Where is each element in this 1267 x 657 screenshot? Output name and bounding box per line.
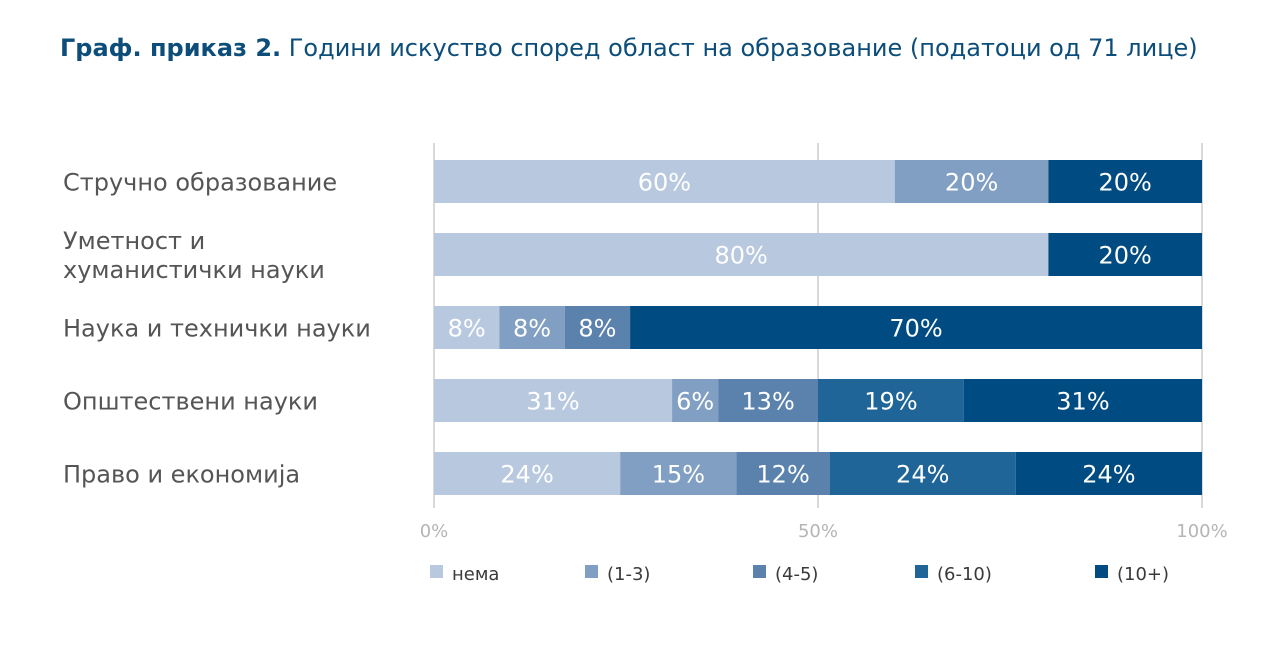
bar-segment bbox=[672, 379, 719, 422]
x-tick-label: 0% bbox=[420, 521, 449, 542]
bar-segment bbox=[829, 452, 1016, 495]
legend-swatch bbox=[915, 565, 928, 578]
data-label: 8% bbox=[448, 315, 486, 343]
data-label: 8% bbox=[513, 315, 551, 343]
category-label: Право и економија bbox=[63, 461, 300, 489]
category-label: Уметност и bbox=[63, 227, 205, 255]
bar-segment bbox=[434, 379, 673, 422]
data-label: 31% bbox=[526, 388, 579, 416]
bar-segment bbox=[718, 379, 818, 422]
bar-segment bbox=[434, 306, 500, 349]
data-label: 20% bbox=[945, 169, 998, 197]
bar-segment bbox=[564, 306, 631, 349]
chart-title: Граф. приказ 2. Години искуство според о… bbox=[60, 34, 1260, 62]
bar-segment bbox=[434, 233, 1049, 276]
data-label: 70% bbox=[889, 315, 942, 343]
bar-segment bbox=[818, 379, 964, 422]
legend: нема (1-3) (4-5) (6-10) (10+) bbox=[430, 564, 1169, 585]
bar-segment bbox=[1048, 160, 1202, 203]
data-label: 60% bbox=[638, 169, 691, 197]
bar-segment bbox=[894, 160, 1049, 203]
x-tick-label: 50% bbox=[798, 521, 838, 542]
legend-swatch bbox=[1095, 565, 1108, 578]
legend-label: нема bbox=[452, 564, 499, 585]
category-label: Општествени науки bbox=[63, 388, 318, 416]
bar-segment bbox=[434, 452, 621, 495]
x-axis-ticks: 0% 50% 100% bbox=[420, 521, 1228, 542]
bar-segment bbox=[1048, 233, 1202, 276]
legend-label: (1-3) bbox=[607, 564, 650, 585]
bar-segment bbox=[1015, 452, 1202, 495]
bar-segment bbox=[499, 306, 565, 349]
legend-swatch bbox=[430, 565, 443, 578]
legend-label: (4-5) bbox=[775, 564, 818, 585]
data-label: 12% bbox=[756, 461, 809, 489]
bar-segment bbox=[434, 160, 895, 203]
chart-title-text: Години искуство според област на образов… bbox=[288, 34, 1198, 62]
bar-segment bbox=[963, 379, 1202, 422]
legend-swatch bbox=[585, 565, 598, 578]
data-label: 20% bbox=[1099, 169, 1152, 197]
legend-swatch bbox=[753, 565, 766, 578]
bar-segment bbox=[736, 452, 830, 495]
data-label: 13% bbox=[741, 388, 794, 416]
data-label: 8% bbox=[578, 315, 616, 343]
legend-label: (6-10) bbox=[937, 564, 992, 585]
category-label: Наука и технички науки bbox=[63, 315, 371, 343]
data-label: 80% bbox=[715, 242, 768, 270]
data-label: 24% bbox=[500, 461, 553, 489]
data-label: 19% bbox=[864, 388, 917, 416]
bar-segment bbox=[620, 452, 737, 495]
chart-title-lead: Граф. приказ 2. bbox=[60, 34, 282, 62]
data-label: 24% bbox=[896, 461, 949, 489]
x-tick-label: 100% bbox=[1176, 521, 1227, 542]
category-label: Стручно образование bbox=[63, 169, 337, 197]
bars: 60% 20% 20% 80% 20% 8% 8% 8% 70% 31% 6% 13% 19% 31% 24… bbox=[434, 160, 1202, 495]
category-labels: Стручно образование Уметност ихуманистичк… bbox=[63, 169, 371, 489]
data-label: 6% bbox=[676, 388, 714, 416]
category-label: хуманистички науки bbox=[63, 256, 325, 284]
data-label: 15% bbox=[652, 461, 705, 489]
data-label: 20% bbox=[1099, 242, 1152, 270]
data-label: 24% bbox=[1082, 461, 1135, 489]
bar-segment bbox=[630, 306, 1202, 349]
legend-label: (10+) bbox=[1117, 564, 1169, 585]
data-label: 31% bbox=[1056, 388, 1109, 416]
